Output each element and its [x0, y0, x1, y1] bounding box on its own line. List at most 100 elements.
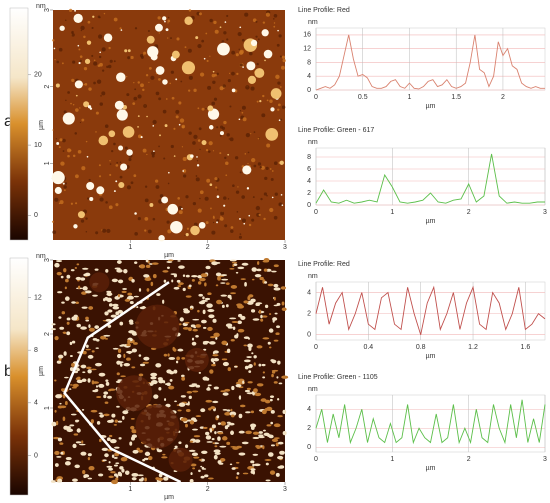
afm-maze	[114, 419, 118, 423]
afm-maze	[187, 401, 190, 406]
afm-grain	[242, 117, 247, 122]
afm-maze	[172, 346, 175, 351]
afm-maze	[122, 288, 127, 290]
afm-maze	[270, 409, 275, 414]
afm-maze	[221, 340, 228, 345]
afm-grain	[192, 202, 197, 206]
afm-particle	[75, 94, 78, 97]
afm-grain	[113, 17, 118, 22]
y-axis-label: nm	[308, 386, 318, 393]
afm-maze	[225, 304, 229, 308]
afm-grain	[255, 20, 258, 23]
afm-maze	[214, 431, 217, 435]
afm-maze	[57, 437, 63, 442]
afm-maze	[229, 463, 233, 466]
afm-grain	[210, 207, 212, 210]
afm-maze	[158, 386, 162, 391]
panel-label: a	[4, 113, 13, 130]
afm-maze	[120, 375, 126, 378]
afm-maze	[80, 451, 87, 456]
afm-maze	[117, 293, 121, 298]
afm-maze	[75, 276, 82, 281]
afm-maze	[236, 472, 240, 475]
y-tick-label: 4	[307, 289, 311, 296]
afm-maze	[72, 383, 79, 388]
afm-maze	[270, 421, 274, 425]
afm-grain	[158, 32, 160, 34]
afm-maze	[65, 278, 69, 283]
afm-maze	[193, 456, 200, 459]
afm-grain	[199, 72, 205, 77]
afm-grain	[182, 174, 187, 178]
afm-maze	[246, 356, 252, 359]
afm-grain	[86, 197, 90, 200]
afm-grain	[142, 148, 147, 153]
afm-grain	[105, 201, 108, 204]
afm-particle	[185, 233, 189, 237]
afm-grain	[195, 177, 200, 182]
afm-grain	[113, 142, 116, 146]
afm-maze	[235, 476, 239, 479]
afm-maze	[212, 318, 217, 323]
afm-grain	[212, 150, 215, 152]
afm-maze	[225, 323, 233, 328]
afm-maze	[252, 392, 256, 396]
afm-maze	[207, 384, 212, 387]
afm-maze	[66, 321, 70, 325]
afm-grain	[238, 50, 244, 55]
afm-maze	[268, 452, 274, 457]
afm-maze	[209, 341, 216, 345]
afm-grain	[279, 203, 281, 206]
afm-maze	[189, 440, 194, 443]
afm-maze	[189, 420, 195, 425]
y-axis-label: µm	[38, 120, 45, 130]
afm-particle	[77, 211, 85, 219]
afm-grain	[62, 150, 65, 153]
afm-maze	[280, 286, 286, 290]
afm-grain	[193, 222, 198, 227]
afm-grain	[145, 74, 149, 77]
plot-frame	[315, 147, 546, 206]
afm-grain	[130, 181, 134, 185]
afm-grain	[229, 105, 232, 108]
afm-maze	[54, 409, 57, 413]
afm-particle	[242, 165, 252, 175]
afm-maze	[90, 409, 98, 413]
afm-maze	[98, 383, 105, 388]
afm-maze	[271, 438, 279, 442]
afm-maze	[226, 409, 231, 412]
afm-grain	[228, 138, 230, 140]
afm-maze	[247, 337, 251, 340]
x-tick-label: 0	[314, 209, 318, 216]
x-tick-label: 0.5	[358, 94, 368, 101]
afm-particle	[201, 140, 207, 146]
afm-maze	[277, 441, 284, 445]
afm-particle	[54, 186, 62, 194]
afm-particle	[223, 204, 226, 207]
afm-grain	[85, 217, 88, 220]
afm-grain	[93, 61, 98, 66]
afm-maze	[180, 417, 188, 422]
afm-maze	[91, 350, 95, 353]
x-tick-label: 3	[283, 244, 287, 251]
afm-maze	[200, 475, 205, 479]
afm-grain	[95, 111, 99, 115]
y-tick-label: 1	[44, 161, 51, 165]
afm-maze	[103, 413, 110, 417]
afm-maze	[244, 389, 251, 393]
afm-grain	[199, 148, 201, 151]
afm-grain	[199, 197, 201, 200]
afm-maze	[279, 465, 285, 469]
afm-particle	[146, 35, 155, 44]
afm-maze	[261, 409, 267, 415]
afm-maze	[208, 314, 215, 319]
afm-maze	[63, 331, 67, 335]
afm-maze	[281, 375, 289, 379]
afm-particle	[118, 145, 124, 151]
afm-maze	[198, 301, 206, 305]
y-tick-label: 0	[307, 202, 311, 209]
afm-grain	[263, 192, 268, 196]
afm-grain	[147, 229, 152, 234]
afm-maze	[74, 464, 80, 469]
